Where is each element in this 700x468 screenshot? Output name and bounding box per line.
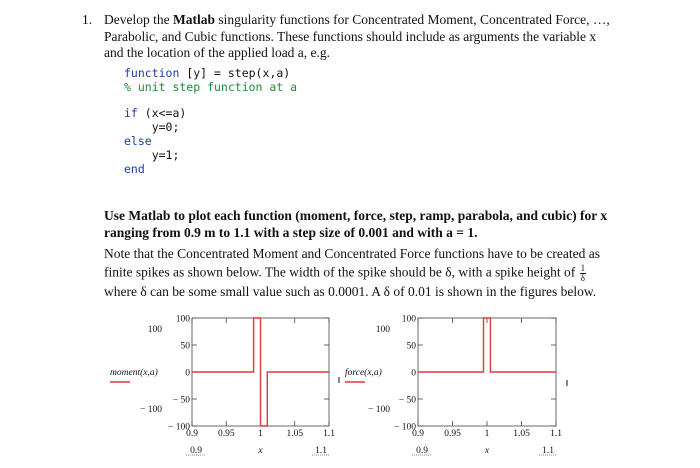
x-range-min-label: 0.9 xyxy=(416,446,428,456)
y-tick-label: 0 xyxy=(411,369,416,379)
intro-text-pre: Develop the xyxy=(104,12,173,27)
code-line-if-rest: (x<=a) xyxy=(137,106,187,120)
instruction-line-1: Use Matlab to plot each function (moment… xyxy=(104,208,608,223)
fraction-numerator: 1 xyxy=(579,263,587,274)
intro-line-1: Develop the Matlab singularity functions… xyxy=(104,12,684,29)
x-tick-label: 1 xyxy=(485,429,490,439)
code-line-y0: y=0; xyxy=(124,120,180,134)
y-tick-label: − 50 xyxy=(173,396,190,406)
code-line-1: function [y] = step(x,a) xyxy=(124,66,290,80)
problem-number: 1. xyxy=(82,12,93,27)
x-tick-label: 1.1 xyxy=(323,429,335,439)
y-tick-label: 100 xyxy=(402,315,417,325)
fraction-denominator: δ xyxy=(580,273,586,283)
code-keyword-function: function xyxy=(124,66,180,80)
code-line-y1: y=1; xyxy=(124,148,180,162)
note-line-2-text: finite spikes as shown below. The width … xyxy=(104,264,576,280)
x-tick-label: 0.9 xyxy=(186,429,198,439)
x-axis-label: x xyxy=(484,446,490,456)
intro-matlab-bold: Matlab xyxy=(172,12,215,27)
x-range-max-label: 1.1 xyxy=(315,446,327,456)
x-tick-label: 1 xyxy=(258,429,263,439)
x-tick-label: 0.95 xyxy=(444,429,461,439)
force-chart: 100 50 0 − 50 − 100 100 − 100 force(x,a) 0.9 0.95… xyxy=(345,315,562,456)
note-line-2: finite spikes as shown below. The width … xyxy=(104,264,694,283)
charts-area: 100 50 0 − 50 − 100 100 − 100 moment(x,a) 0.9 0.9… xyxy=(110,315,568,456)
series-line xyxy=(418,317,556,373)
y-axis-label: force(x,a) xyxy=(345,367,382,378)
y-outer-label: − 100 xyxy=(140,405,162,415)
note-line-3: where δ can be some small value such as … xyxy=(104,284,597,299)
x-tick-label: 0.9 xyxy=(412,429,424,439)
x-range-max-label: 1.1 xyxy=(542,446,554,456)
intro-text-post: singularity functions for Concentrated M… xyxy=(214,12,610,27)
code-comment: % unit step function at a xyxy=(124,80,298,94)
x-tick-label: 1.1 xyxy=(550,429,562,439)
y-tick-label: 0 xyxy=(185,369,190,379)
y-tick-label: 50 xyxy=(181,342,191,352)
code-keyword-end: end xyxy=(124,162,145,176)
series-line xyxy=(192,317,329,427)
note-line-1: Note that the Concentrated Moment and Co… xyxy=(104,246,600,261)
code-line-if: if (x<=a) xyxy=(124,106,186,120)
y-tick-label: 100 xyxy=(176,315,191,325)
instruction-line-2: ranging from 0.9 m to 1.1 with a step si… xyxy=(104,224,478,240)
y-outer-label: 100 xyxy=(148,325,163,335)
y-tick-label: − 50 xyxy=(399,396,416,406)
code-line-1-rest: [y] = step(x,a) xyxy=(179,66,291,80)
intro-line-2: Parabolic, and Cubic functions. These fu… xyxy=(104,28,597,44)
y-axis-label: moment(x,a) xyxy=(110,367,158,378)
code-keyword-if: if xyxy=(124,106,138,120)
y-tick-label: − 100 xyxy=(394,423,416,433)
y-outer-label: 100 xyxy=(376,325,391,335)
y-tick-label: 50 xyxy=(407,342,417,352)
moment-chart: 100 50 0 − 50 − 100 100 − 100 moment(x,a) 0.9 0.9… xyxy=(110,315,335,456)
x-tick-label: 0.95 xyxy=(218,429,235,439)
x-range-min-label: 0.9 xyxy=(190,446,202,456)
y-outer-label: − 100 xyxy=(368,405,390,415)
intro-line-3: and the location of the applied load a, … xyxy=(104,45,331,60)
code-keyword-else: else xyxy=(124,134,152,148)
y-tick-label: − 100 xyxy=(168,423,190,433)
x-tick-label: 1.05 xyxy=(286,429,303,439)
fraction: 1 δ xyxy=(579,263,587,283)
x-axis-label: x xyxy=(257,446,263,456)
x-tick-label: 1.05 xyxy=(513,429,530,439)
